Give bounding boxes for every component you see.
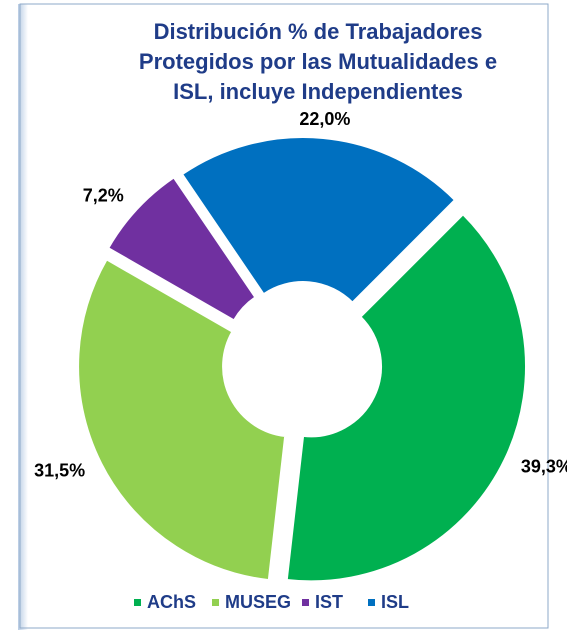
data-label: 39,3% bbox=[521, 456, 567, 476]
legend-swatch bbox=[302, 599, 309, 606]
legend-label: IST bbox=[315, 592, 343, 612]
donut-slice bbox=[106, 175, 257, 322]
donut-slice bbox=[77, 258, 287, 582]
frame-shadow bbox=[18, 4, 28, 630]
legend-label: AChS bbox=[147, 592, 196, 612]
donut-slice bbox=[180, 136, 457, 304]
legend-swatch bbox=[368, 599, 375, 606]
legend-swatch bbox=[212, 599, 219, 606]
chart-title: Distribución % de Trabajadores bbox=[154, 19, 483, 44]
donut-slice bbox=[285, 212, 528, 583]
frame bbox=[19, 3, 549, 629]
legend-label: ISL bbox=[381, 592, 409, 612]
legend-label: MUSEG bbox=[225, 592, 291, 612]
legend-swatch bbox=[134, 599, 141, 606]
data-label: 7,2% bbox=[83, 186, 124, 206]
data-label: 31,5% bbox=[34, 460, 85, 480]
chart-title: Protegidos por las Mutualidades e bbox=[139, 49, 497, 74]
chart-title: ISL, incluye Independientes bbox=[173, 79, 463, 104]
data-label: 22,0% bbox=[299, 109, 350, 129]
